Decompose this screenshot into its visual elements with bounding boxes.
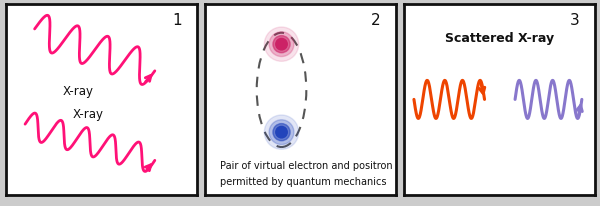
Circle shape [265,115,299,150]
Circle shape [273,124,290,141]
Text: Scattered X-ray: Scattered X-ray [445,32,554,45]
Circle shape [265,28,299,62]
Circle shape [276,127,287,138]
Text: 1: 1 [172,13,182,28]
Text: permitted by quantum mechanics: permitted by quantum mechanics [220,176,387,186]
Text: Pair of virtual electron and positron: Pair of virtual electron and positron [220,160,393,171]
Circle shape [269,120,294,145]
Text: 2: 2 [371,13,381,28]
Text: 3: 3 [570,13,580,28]
Circle shape [276,39,287,51]
Text: X-ray: X-ray [63,85,94,98]
Circle shape [273,36,290,54]
Text: X-ray: X-ray [73,108,104,121]
Circle shape [269,33,294,57]
